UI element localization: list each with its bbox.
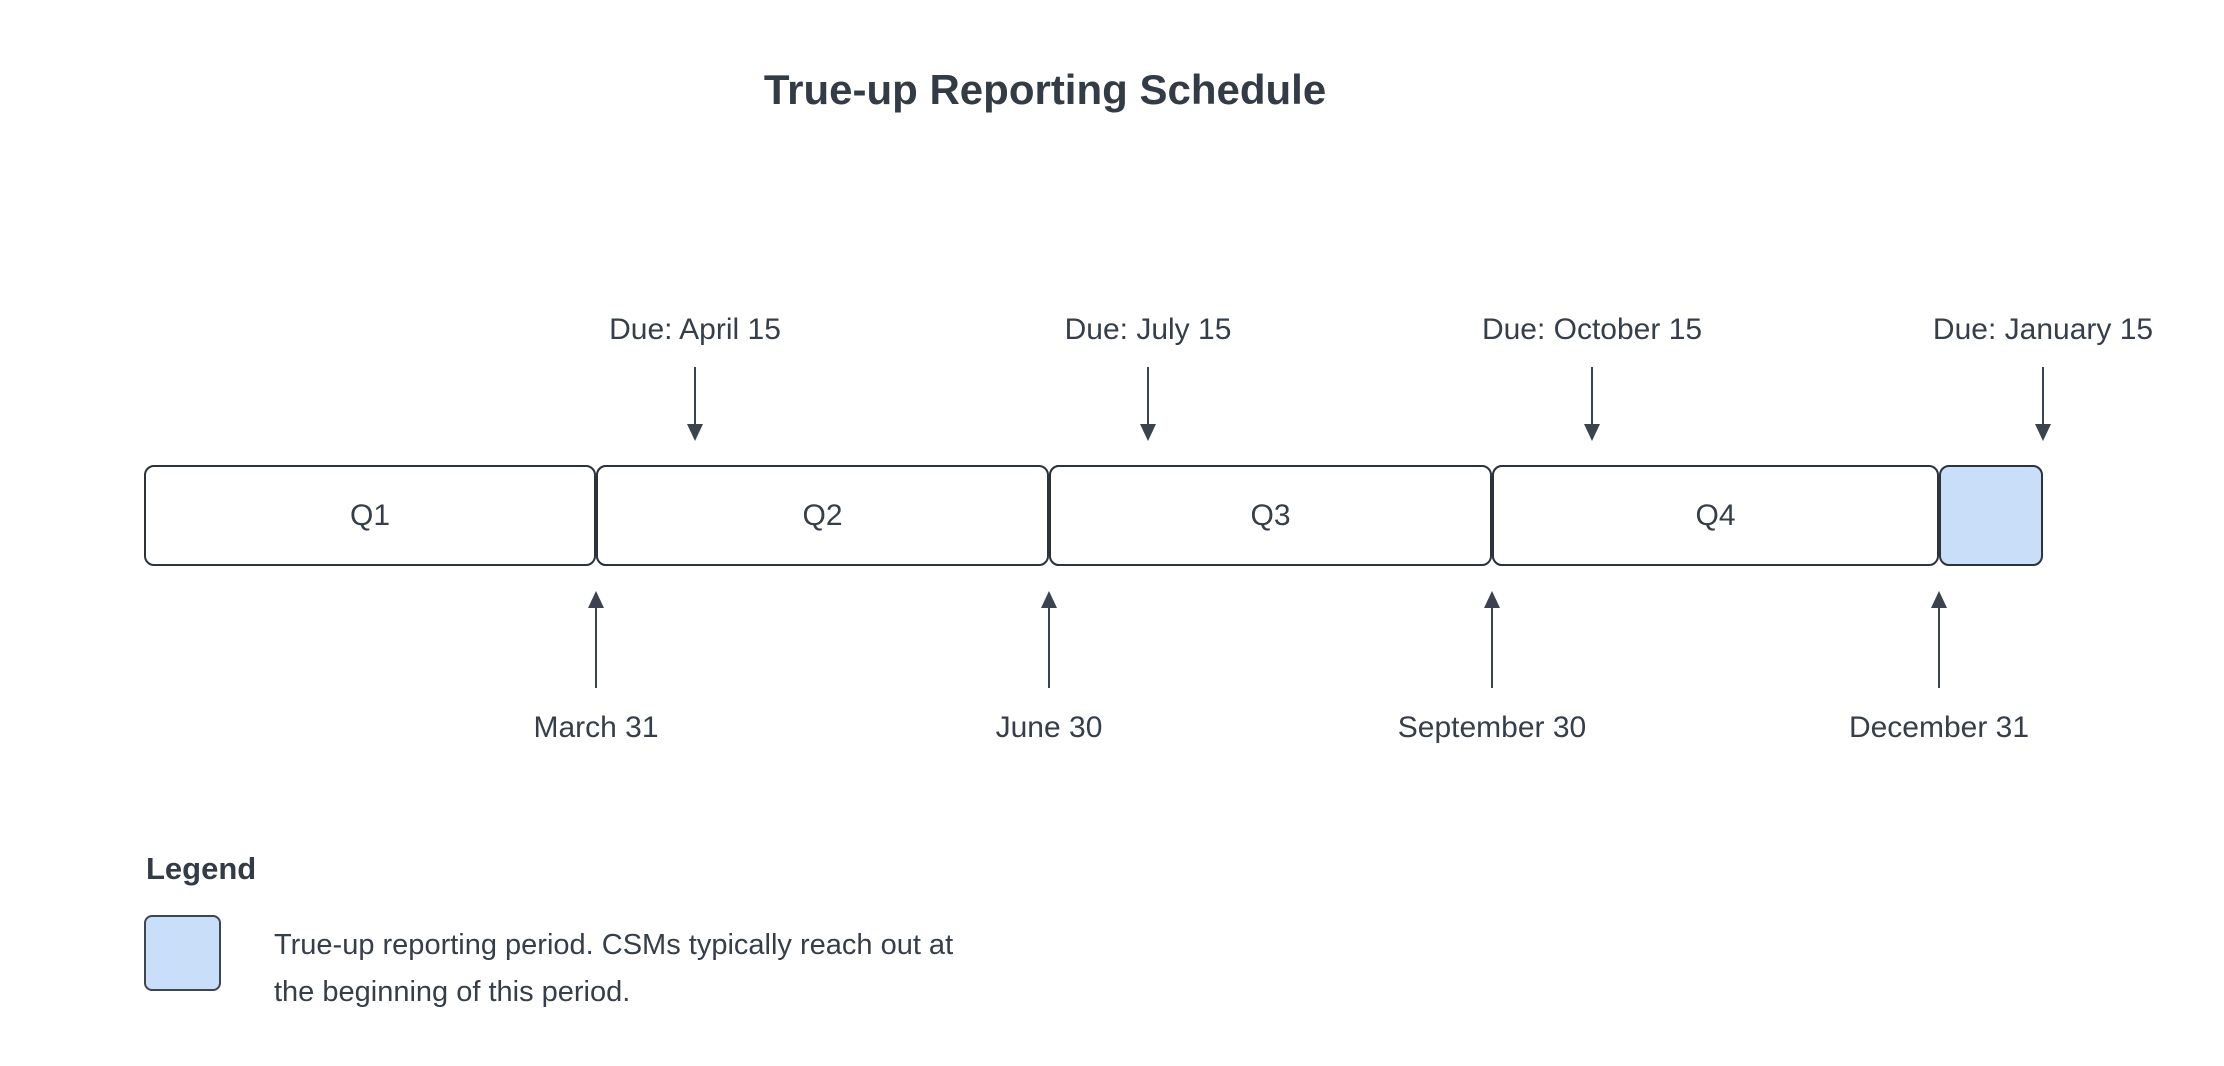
due-label: Due: July 15 xyxy=(1064,313,1232,346)
arrow-head xyxy=(1041,591,1057,608)
diagram-title: True-up Reporting Schedule xyxy=(763,66,1327,113)
arrow-head xyxy=(687,424,703,441)
arrow-shaft xyxy=(694,367,696,424)
due-label: Due: April 15 xyxy=(609,313,781,346)
quarter-box xyxy=(1049,465,1492,566)
arrow-head xyxy=(1584,424,1600,441)
arrow-head xyxy=(1931,591,1947,608)
arrow-shaft xyxy=(1491,608,1493,688)
quarter-end-label: March 31 xyxy=(533,711,659,744)
legend-heading: Legend xyxy=(146,851,257,886)
arrow-shaft xyxy=(1591,367,1593,424)
quarter-label: Q1 xyxy=(349,498,391,532)
arrow-shaft xyxy=(595,608,597,688)
arrow-head xyxy=(2035,424,2051,441)
quarter-box xyxy=(1492,465,1939,566)
legend-description-line-1: True-up reporting period. CSMs typically… xyxy=(274,929,954,961)
quarter-label: Q2 xyxy=(802,498,843,532)
arrow-head xyxy=(1140,424,1156,441)
trueup-period-box xyxy=(1939,465,2043,566)
arrow-head xyxy=(588,591,604,608)
quarter-end-label: September 30 xyxy=(1397,711,1587,744)
quarter-box xyxy=(144,465,596,566)
quarter-label: Q3 xyxy=(1250,498,1291,532)
arrow-shaft xyxy=(1048,608,1050,688)
quarter-end-label: June 30 xyxy=(995,711,1103,744)
quarter-end-label: December 31 xyxy=(1848,711,2030,744)
legend-description: True-up reporting period. CSMs typically… xyxy=(274,922,953,1016)
arrow-shaft xyxy=(2042,367,2044,424)
due-label: Due: January 15 xyxy=(1932,313,2154,346)
legend-description-line-2: the beginning of this period. xyxy=(274,976,631,1008)
legend-swatch xyxy=(144,915,221,991)
arrow-head xyxy=(1484,591,1500,608)
arrow-shaft xyxy=(1938,608,1940,688)
arrow-shaft xyxy=(1147,367,1149,424)
due-label: Due: October 15 xyxy=(1481,313,1703,346)
quarter-box xyxy=(596,465,1049,566)
quarter-label: Q4 xyxy=(1695,498,1736,532)
